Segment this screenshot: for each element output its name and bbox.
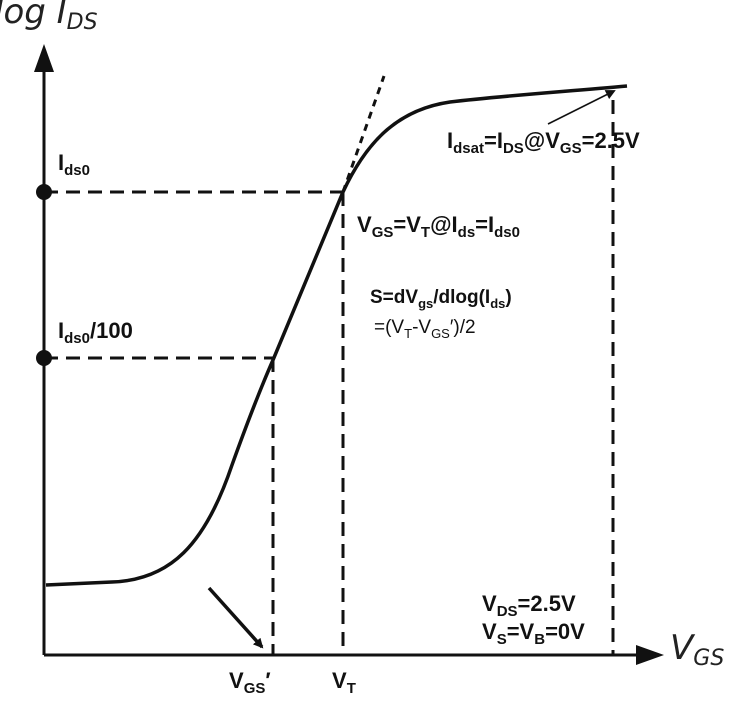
idsat-annotation: Idsat=IDS@VGS=2.5V <box>447 128 640 157</box>
x-axis-label-main: V <box>670 628 694 668</box>
y-axis-label-sub: DS <box>66 10 98 35</box>
transfer-curve <box>45 84 628 587</box>
ids0-100-sub: ds0 <box>64 330 90 347</box>
slope-formula-line2: =(VT-VGS′)/2 <box>374 317 476 341</box>
ids0-100-dot <box>36 350 52 366</box>
x-axis-label-sub: GS <box>693 646 725 671</box>
x-axis-label: VGS <box>670 628 724 671</box>
slope-formula-line1: S=dVgs/dlog(Ids) <box>370 287 512 311</box>
vgs-prime-tick: VGS′ <box>229 668 271 697</box>
vt-definition: VGS=VT@Ids=Ids0 <box>357 212 520 241</box>
ids0-main: I <box>58 150 65 175</box>
x-axis-arrowhead <box>636 645 664 665</box>
y-axis-label-main: log I <box>0 0 67 32</box>
y-axis-label: log IDS <box>0 0 98 35</box>
ids0-label: Ids0 <box>58 150 90 179</box>
ids0-sub: ds0 <box>64 162 90 179</box>
ids0-100-tail: /100 <box>89 318 133 343</box>
bias-vs-vb: VS=VB=0V <box>482 619 585 648</box>
vgs-prime-pointer-arrow <box>207 586 264 649</box>
tangent-extension <box>341 75 386 193</box>
ids0-dot <box>36 184 52 200</box>
y-axis-arrowhead <box>34 44 54 72</box>
idsat-pointer-arrow <box>547 90 616 125</box>
ids0-100-label: Ids0/100 <box>58 318 133 347</box>
vt-tick: VT <box>332 668 356 697</box>
bias-vds: VDS=2.5V <box>482 591 576 620</box>
ids0-100-main: I <box>58 318 65 343</box>
